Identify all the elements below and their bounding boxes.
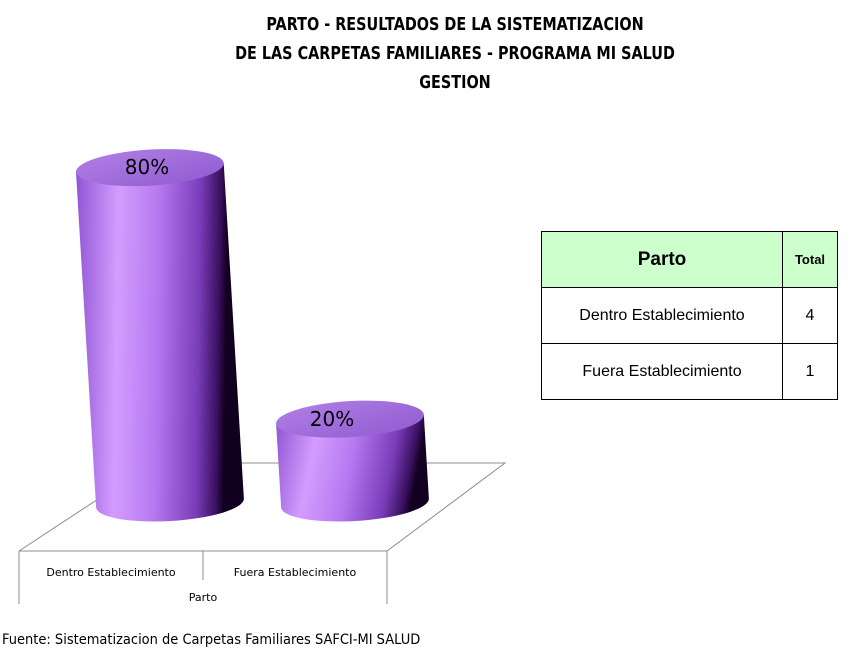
bar-body bbox=[75, 163, 244, 522]
source-note: Fuente: Sistematizacion de Carpetas Fami… bbox=[2, 632, 421, 648]
table-cell-label: Dentro Establecimiento bbox=[541, 287, 783, 344]
bar-body bbox=[276, 414, 429, 522]
table-cell-label: Fuera Establecimiento bbox=[541, 343, 783, 400]
chart-title-line-1: PARTO - RESULTADOS DE LA SISTEMATIZACION bbox=[266, 14, 644, 35]
bar-2 bbox=[276, 400, 429, 522]
table-row: Dentro Establecimiento 4 bbox=[541, 287, 838, 344]
bar-top bbox=[276, 400, 424, 438]
x-tick-label-dentro: Dentro Establecimiento bbox=[46, 566, 175, 579]
chart-title: PARTO - RESULTADOS DE LA SISTEMATIZACION… bbox=[195, 10, 715, 97]
bar-data-labels: 80% 20% bbox=[125, 155, 354, 431]
bar-top bbox=[75, 149, 224, 187]
chart-title-line-3: GESTION bbox=[419, 72, 491, 93]
x-axis-label: Parto bbox=[189, 591, 218, 604]
table-header-row: Parto Total bbox=[541, 231, 838, 288]
table-cell-value: 4 bbox=[782, 287, 838, 344]
x-tick-label-fuera: Fuera Establecimiento bbox=[234, 566, 357, 579]
chart-frame bbox=[18, 462, 507, 604]
table-cell-value: 1 bbox=[782, 343, 838, 400]
bar-data-label-1: 80% bbox=[125, 155, 169, 179]
summary-table: Parto Total Dentro Establecimiento 4 Fue… bbox=[541, 231, 838, 400]
chart-floor bbox=[18, 462, 507, 552]
bars bbox=[75, 149, 429, 522]
bar-1 bbox=[75, 149, 244, 522]
table-row: Fuera Establecimiento 1 bbox=[541, 343, 838, 400]
table-header-parto: Parto bbox=[541, 231, 783, 288]
table-header-total: Total bbox=[782, 231, 838, 288]
bar-data-label-2: 20% bbox=[310, 407, 354, 431]
bar-chart: 80% 20% Dentro Establecimiento Fuera Esta… bbox=[18, 149, 507, 604]
chart-title-line-2: DE LAS CARPETAS FAMILIARES - PROGRAMA MI… bbox=[235, 43, 675, 64]
